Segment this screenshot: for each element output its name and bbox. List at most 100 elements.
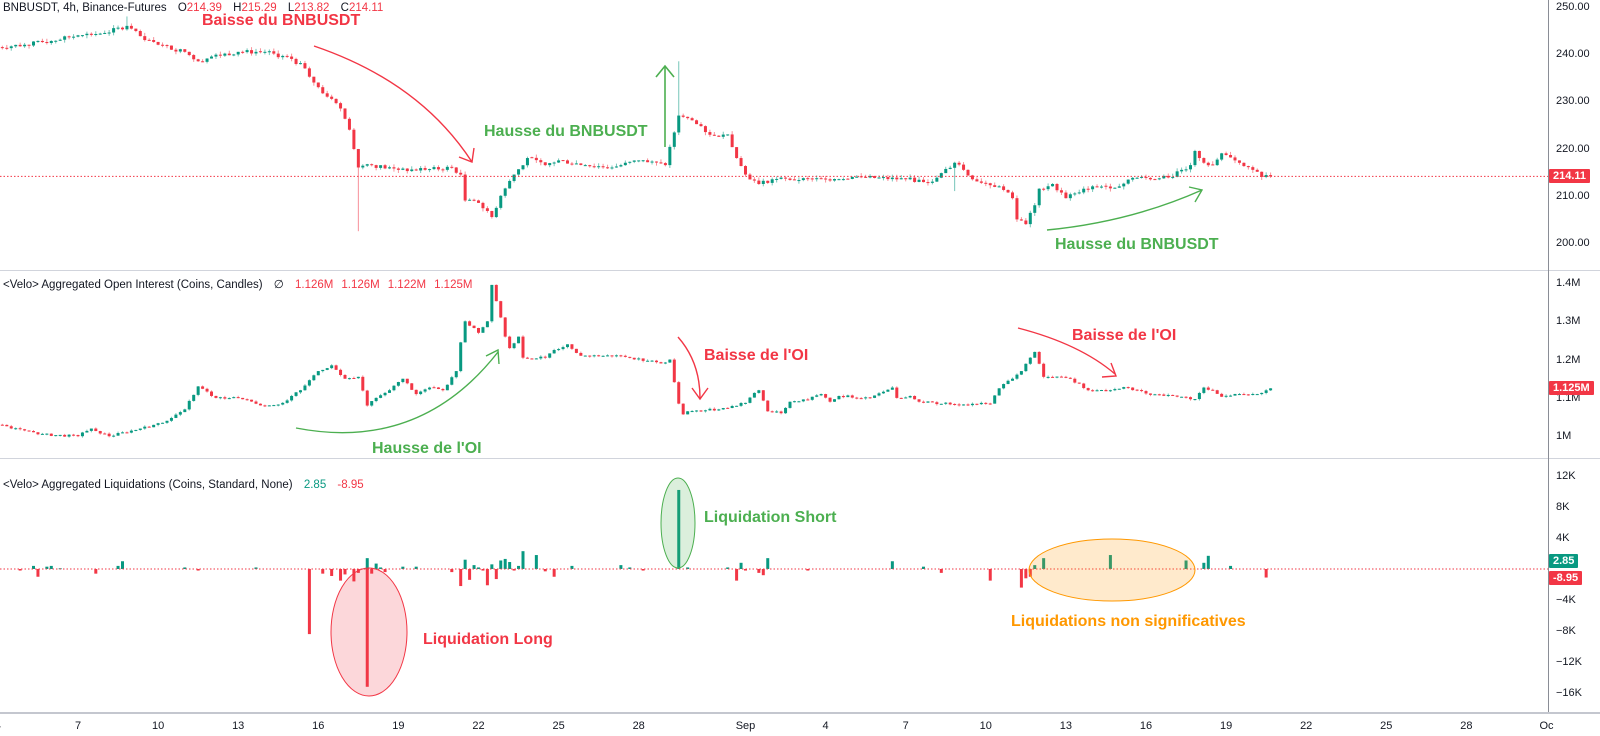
time-axis[interactable]: 4 7 10 13 16 19 22 25 28 Sep 4 7 10 13 16 19 22 25 28 Oc [0, 712, 1600, 736]
price-candle [481, 202, 485, 209]
liquidation-minor-highlight [1028, 538, 1196, 602]
oi-candle [833, 399, 836, 402]
oi-candle [557, 349, 561, 351]
oi-candle [815, 395, 819, 397]
oi-candle [388, 390, 391, 393]
oi-candle [868, 397, 872, 399]
price-candle [432, 167, 436, 170]
oi-candle [1148, 393, 1152, 395]
price-axis[interactable]: 250.00 240.00 230.00 220.00 210.00 200.00 1.4M… [1548, 0, 1600, 712]
oi-candle [984, 402, 988, 404]
price-candle [147, 39, 151, 41]
price-candle [129, 25, 133, 29]
open-interest-legend[interactable]: <Velo> Aggregated Open Interest (Coins, … [3, 277, 472, 291]
oi-candle [886, 389, 890, 392]
oi-candle [775, 411, 779, 413]
oi-axis-tick: 1.2M [1556, 353, 1581, 366]
price-candle [27, 44, 31, 46]
price-candle [85, 33, 89, 36]
oi-candle [530, 358, 534, 360]
price-candle [672, 132, 676, 147]
pane-separator[interactable] [0, 270, 1600, 271]
time-axis-tick: 4 [0, 720, 1, 732]
price-axis-tick: 210.00 [1556, 189, 1590, 202]
price-candle [468, 199, 472, 201]
price-candle [1064, 192, 1068, 199]
price-candle [58, 39, 62, 41]
price-candle [76, 35, 80, 37]
oi-candle [944, 402, 948, 404]
oi-candle [877, 393, 881, 396]
price-candle [784, 177, 788, 179]
short-liquidation-bar [628, 567, 632, 569]
pane-separator[interactable] [0, 458, 1600, 459]
price-candle [370, 164, 374, 166]
price-candle [143, 36, 147, 41]
short-liquidation-bar [499, 560, 503, 569]
oi-candle [788, 401, 792, 408]
oi-candle [810, 396, 814, 400]
price-candle [530, 157, 534, 159]
oi-candle [979, 402, 983, 405]
price-axis-tick: 230.00 [1556, 95, 1590, 108]
price-candle [534, 157, 538, 161]
liquidations-legend[interactable]: <Velo> Aggregated Liquidations (Coins, S… [3, 479, 364, 491]
oi-candle [859, 398, 863, 400]
liquidations-indicator-title[interactable]: <Velo> Aggregated Liquidations (Coins, S… [3, 479, 293, 491]
oi-candle [472, 325, 476, 329]
price-candle [699, 124, 703, 127]
price-candle [1166, 175, 1170, 178]
oi-candle [1162, 394, 1166, 396]
oi-candle [258, 403, 262, 406]
oi-candle [801, 399, 805, 402]
symbol-label[interactable]: BNBUSDT, 4h, Binance-Futures [3, 2, 167, 14]
price-candle [833, 179, 836, 181]
price-candle [570, 163, 574, 165]
price-legend[interactable]: BNBUSDT, 4h, Binance-Futures O214.39 H21… [3, 2, 383, 14]
short-liquidation-bar [570, 565, 574, 569]
price-candle [650, 161, 654, 163]
chart-plot-area[interactable]: Baisse du BNBUSDT Hausse du BNBUSDT Haus… [0, 0, 1548, 712]
price-candle [1051, 184, 1055, 187]
last-value-lines [0, 175, 1548, 570]
price-candle [134, 28, 138, 32]
oi-candle [1233, 393, 1237, 396]
oi-indicator-title[interactable]: <Velo> Aggregated Open Interest (Coins, … [3, 279, 263, 291]
price-candle [236, 51, 240, 55]
price-candle [423, 168, 427, 170]
long-liquidation-bar [552, 569, 556, 577]
oi-candle [1064, 376, 1068, 378]
price-candle [1019, 219, 1023, 221]
long-liquidation-bar [1028, 569, 1032, 577]
oi-candle [1100, 390, 1103, 392]
oi-candle [1246, 394, 1250, 396]
price-candle [637, 160, 641, 162]
chart-canvas[interactable] [0, 0, 1548, 712]
oi-candle [864, 397, 868, 399]
oi-candle [561, 347, 565, 350]
oi-candle [1068, 377, 1072, 379]
long-liquidation-bar [988, 569, 992, 581]
oi-candle [1059, 376, 1063, 378]
price-candle [485, 208, 489, 211]
price-candle [67, 36, 71, 38]
price-candle [588, 165, 592, 167]
price-candle [970, 175, 974, 180]
price-candle [94, 34, 98, 36]
oi-candle [752, 392, 756, 398]
price-candle [72, 36, 76, 38]
price-candle [1180, 169, 1184, 172]
price-candle [103, 32, 107, 34]
price-candle [472, 199, 476, 201]
price-candle [436, 167, 440, 170]
visibility-icon[interactable]: ∅ [273, 279, 284, 291]
oi-candle [299, 390, 302, 393]
oi-last-value-tag: 1.125M [1549, 381, 1594, 396]
price-candle [717, 135, 721, 137]
oi-candle [970, 403, 974, 406]
long-liquidation-bar [735, 569, 739, 581]
oi-candle [668, 359, 672, 363]
oi-candle [174, 414, 178, 418]
time-axis-tick: 13 [232, 720, 245, 732]
high-value: 215.29 [241, 2, 277, 14]
